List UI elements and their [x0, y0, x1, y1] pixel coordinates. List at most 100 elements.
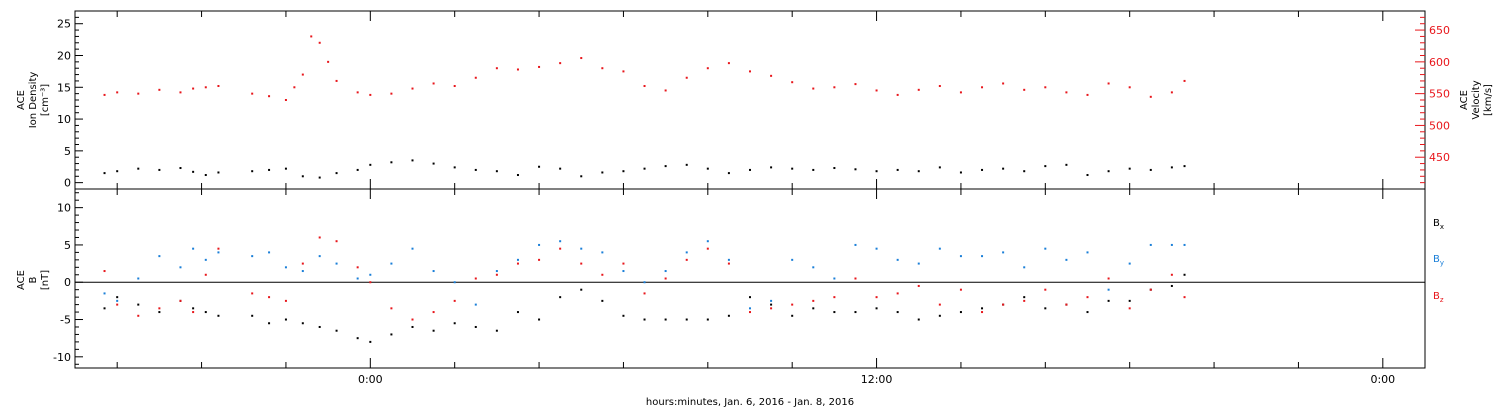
by-point: [390, 262, 393, 265]
velocity-point: [390, 92, 393, 95]
bz-point: [1086, 296, 1089, 299]
bz-point: [1002, 303, 1005, 306]
bx-point: [727, 314, 730, 317]
velocity-point: [327, 60, 330, 63]
velocity-point: [310, 35, 313, 38]
density-axis-label-line-1: ACE: [16, 90, 27, 110]
field-axis-label-line-2: B: [28, 276, 39, 283]
velocity-point: [318, 41, 321, 44]
bx-point: [284, 318, 287, 321]
velocity-point: [1023, 88, 1026, 91]
bx-point: [251, 314, 254, 317]
bz-point: [453, 299, 456, 302]
velocity-point: [559, 62, 562, 65]
velocity-axis-label-line-2: Velocity: [1471, 80, 1482, 119]
bx-point: [516, 311, 519, 314]
density-point: [749, 168, 751, 171]
bz-point: [1107, 277, 1110, 280]
bz-point: [251, 292, 254, 295]
velocity-point: [204, 86, 207, 89]
bz-point: [938, 303, 941, 306]
density-point: [251, 170, 254, 173]
bz-point: [981, 311, 984, 314]
density-point: [896, 168, 899, 171]
bz-point: [217, 247, 220, 250]
by-point: [538, 243, 541, 246]
by-point: [559, 240, 562, 243]
density-point: [217, 171, 220, 174]
top-panel-frame: [74, 10, 1426, 190]
density-point: [706, 167, 709, 170]
density-point: [284, 167, 287, 170]
velocity-point: [538, 65, 541, 68]
by-point: [580, 247, 583, 250]
by-point: [1183, 243, 1186, 246]
velocity-point: [770, 74, 773, 77]
by-point: [664, 270, 667, 273]
bx-point: [204, 311, 207, 314]
velocity-point: [917, 88, 920, 91]
velocity-point: [875, 89, 878, 92]
bz-point: [1044, 288, 1047, 291]
density-tick-label: 25: [57, 18, 71, 31]
by-point: [854, 243, 857, 246]
bx-point: [833, 311, 836, 314]
velocity-point: [1044, 86, 1047, 89]
magnetic-field-panel: -10 -5 0 5 10 ACE B [nT] Bx By Bz: [16, 188, 1444, 369]
by-point: [833, 277, 836, 280]
by-point: [495, 270, 498, 273]
by-point: [917, 262, 920, 265]
density-point: [116, 170, 119, 173]
density-axis-label-line-2: Ion Density: [28, 72, 39, 129]
density-point: [432, 162, 435, 165]
bz-point: [411, 318, 414, 321]
velocity-point: [580, 57, 583, 60]
density-point: [938, 166, 941, 169]
density-point: [516, 174, 519, 177]
velocity-axis-label-line-3: [km/s]: [1483, 84, 1494, 116]
velocity-point: [103, 93, 106, 96]
density-point: [137, 167, 140, 170]
velocity-point: [1086, 93, 1089, 96]
bx-point: [137, 303, 140, 306]
by-point: [1086, 251, 1089, 254]
bx-point: [453, 322, 456, 325]
density-point: [727, 172, 730, 175]
by-point: [601, 251, 604, 254]
bx-point: [854, 311, 857, 314]
bz-point: [875, 296, 878, 299]
field-component-points: [103, 236, 1186, 343]
by-point: [369, 273, 372, 276]
by-point: [301, 270, 304, 273]
bx-point: [411, 325, 414, 328]
time-tick-label: 12:00: [861, 373, 893, 386]
density-point: [791, 167, 794, 170]
density-point: [369, 163, 372, 166]
bz-point: [284, 299, 287, 302]
bx-point: [538, 318, 541, 321]
by-point: [1002, 251, 1005, 254]
bx-point: [580, 288, 583, 291]
by-point: [116, 299, 119, 302]
velocity-point: [335, 79, 338, 82]
bz-point: [390, 307, 393, 310]
bz-point: [301, 262, 304, 265]
by-point: [1149, 243, 1152, 246]
bz-point: [664, 277, 667, 280]
velocity-point: [1149, 95, 1152, 98]
density-point: [917, 170, 920, 173]
velocity-point: [791, 81, 794, 84]
by-point: [251, 255, 254, 258]
by-point: [685, 251, 688, 254]
bz-point: [1183, 296, 1186, 299]
velocity-point: [749, 70, 751, 73]
bx-point: [495, 329, 498, 332]
bx-point: [158, 311, 161, 314]
by-point: [622, 270, 625, 273]
by-point: [356, 277, 359, 280]
by-point: [749, 307, 751, 310]
bx-point: [1183, 273, 1186, 276]
by-point: [959, 255, 962, 258]
density-point: [981, 168, 984, 171]
bz-point: [1023, 299, 1026, 302]
